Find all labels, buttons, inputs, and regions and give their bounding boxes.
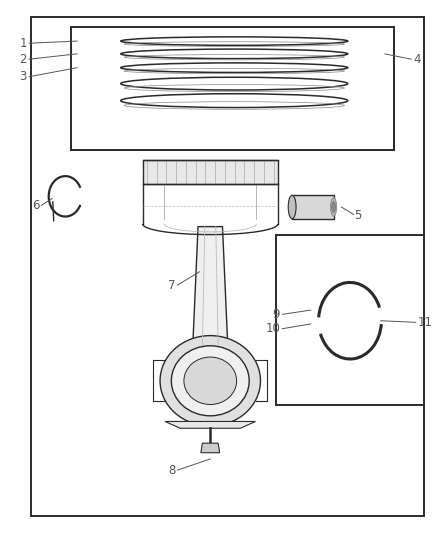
Text: 5: 5 <box>354 209 362 222</box>
Ellipse shape <box>160 336 261 426</box>
Text: 1: 1 <box>19 37 27 50</box>
Text: 3: 3 <box>20 70 27 83</box>
Polygon shape <box>192 227 229 365</box>
Text: 10: 10 <box>265 322 280 335</box>
Ellipse shape <box>184 357 237 405</box>
Polygon shape <box>165 422 255 428</box>
Ellipse shape <box>171 346 249 416</box>
Text: 7: 7 <box>168 279 175 292</box>
Polygon shape <box>143 160 278 184</box>
Polygon shape <box>292 195 334 219</box>
Ellipse shape <box>332 201 336 212</box>
Text: 11: 11 <box>418 316 433 329</box>
Polygon shape <box>201 443 220 453</box>
Text: 8: 8 <box>168 464 175 477</box>
Text: 6: 6 <box>32 199 40 212</box>
Text: 2: 2 <box>19 53 27 66</box>
Text: 4: 4 <box>413 53 421 66</box>
Ellipse shape <box>288 195 296 219</box>
Ellipse shape <box>331 198 337 216</box>
Text: 9: 9 <box>272 308 280 321</box>
